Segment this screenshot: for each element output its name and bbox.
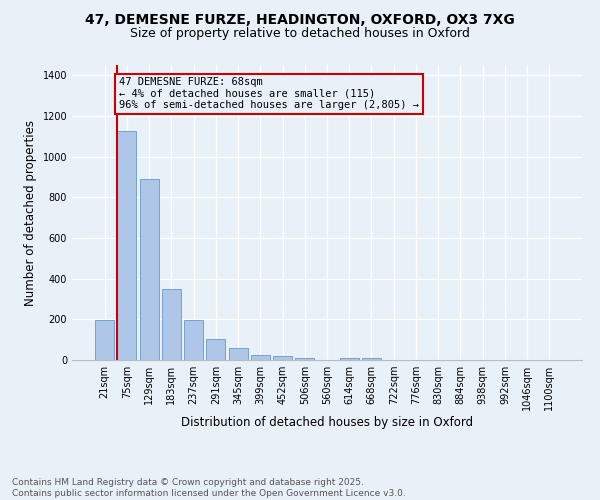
- Bar: [162, 289, 181, 360]
- Bar: [362, 358, 381, 360]
- Bar: [95, 320, 114, 360]
- Bar: [273, 356, 292, 360]
- Text: Contains HM Land Registry data © Crown copyright and database right 2025.
Contai: Contains HM Land Registry data © Crown c…: [12, 478, 406, 498]
- Text: Size of property relative to detached houses in Oxford: Size of property relative to detached ho…: [130, 28, 470, 40]
- Y-axis label: Number of detached properties: Number of detached properties: [24, 120, 37, 306]
- Bar: [184, 320, 203, 360]
- Bar: [118, 131, 136, 360]
- Text: 47 DEMESNE FURZE: 68sqm
← 4% of detached houses are smaller (115)
96% of semi-de: 47 DEMESNE FURZE: 68sqm ← 4% of detached…: [119, 77, 419, 110]
- Bar: [340, 358, 359, 360]
- X-axis label: Distribution of detached houses by size in Oxford: Distribution of detached houses by size …: [181, 416, 473, 428]
- Bar: [229, 348, 248, 360]
- Bar: [251, 355, 270, 360]
- Text: 47, DEMESNE FURZE, HEADINGTON, OXFORD, OX3 7XG: 47, DEMESNE FURZE, HEADINGTON, OXFORD, O…: [85, 12, 515, 26]
- Bar: [140, 179, 158, 360]
- Bar: [206, 338, 225, 360]
- Bar: [295, 358, 314, 360]
